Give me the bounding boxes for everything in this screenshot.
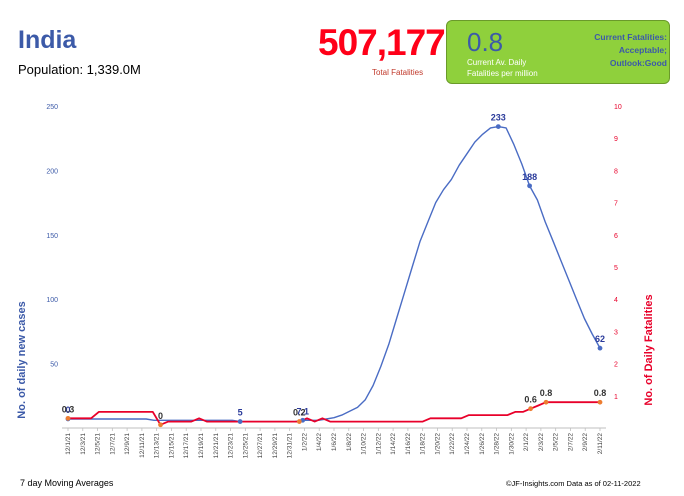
x-tick-label: 12/23/21 — [228, 433, 235, 459]
y-right-tick-label: 9 — [614, 136, 618, 143]
caption-line-2: Fatalities per million — [467, 69, 538, 78]
x-tick-label: 12/29/21 — [272, 433, 279, 459]
cases-data-point — [237, 419, 243, 424]
x-tick-label: 2/5/22 — [553, 433, 560, 451]
fatalities-series-line — [68, 401, 600, 426]
x-tick-label: 12/5/21 — [95, 433, 102, 455]
x-tick-label: 12/21/21 — [213, 433, 220, 459]
cases-data-label: 7.1 — [296, 406, 309, 416]
x-tick-label: 1/26/22 — [479, 433, 486, 455]
x-tick-label: 12/15/21 — [168, 433, 175, 459]
footer-source: ©JF-Insights.com Data as of 02-11-2022 — [506, 479, 641, 488]
total-fatalities-label: Total Fatalities — [372, 68, 424, 77]
fatalities-data-point — [543, 399, 549, 405]
cases-data-point — [527, 183, 532, 189]
cases-data-label: 233 — [491, 113, 506, 123]
x-tick-label: 1/10/22 — [361, 433, 368, 455]
x-tick-label: 12/1/21 — [65, 433, 72, 455]
x-tick-label: 12/31/21 — [287, 433, 294, 459]
fatalities-data-point — [528, 406, 534, 412]
fatalities-data-point — [296, 419, 302, 424]
y-right-tick-label: 5 — [614, 265, 618, 272]
status-line-1: Current Fatalities: Acceptable; — [594, 32, 667, 55]
fatalities-data-label: 0.8 — [540, 388, 553, 398]
x-tick-label: 2/7/22 — [567, 433, 574, 451]
cases-data-label: 5 — [238, 408, 243, 418]
country-title: India — [18, 26, 77, 54]
x-tick-label: 12/25/21 — [242, 433, 249, 459]
cases-series-line — [68, 125, 601, 423]
x-tick-label: 1/8/22 — [346, 433, 353, 451]
y-left-tick-label: 150 — [46, 233, 58, 240]
x-tick-label: 12/27/21 — [257, 433, 264, 459]
x-tick-label: 1/30/22 — [508, 433, 515, 455]
x-tick-label: 2/3/22 — [538, 433, 545, 451]
cases-data-label: 0 — [65, 405, 70, 415]
x-tick-label: 12/3/21 — [80, 433, 87, 455]
fatalities-data-label: 0 — [158, 411, 163, 421]
x-tick-label: 1/24/22 — [464, 433, 471, 455]
fatalities-data-label: 0.8 — [594, 388, 607, 398]
fatalities-data-point — [158, 422, 163, 428]
x-tick-label: 1/14/22 — [390, 433, 397, 455]
y-left-tick-label: 200 — [46, 168, 58, 175]
y-left-tick-label: 250 — [46, 104, 58, 111]
footer-note: 7 day Moving Averages — [20, 478, 114, 488]
cases-data-point — [495, 124, 501, 130]
y-right-tick-label: 6 — [614, 233, 618, 240]
y-right-tick-label: 10 — [614, 104, 622, 111]
x-tick-label: 1/20/22 — [434, 433, 441, 455]
avg-daily-fatalities-caption: Current Av. Daily Fatalities per million — [467, 57, 538, 79]
x-tick-label: 2/9/22 — [582, 433, 589, 451]
y-left-tick-label: 50 — [50, 362, 58, 369]
y-right-tick-label: 4 — [614, 297, 618, 304]
fatalities-data-point — [65, 415, 71, 421]
x-tick-label: 12/7/21 — [109, 433, 116, 455]
x-tick-label: 1/16/22 — [405, 433, 412, 455]
x-tick-label: 2/11/22 — [597, 433, 604, 455]
fatalities-data-label: 0.2 — [293, 408, 306, 418]
y-right-tick-label: 1 — [614, 394, 618, 401]
x-tick-label: 1/28/22 — [494, 433, 501, 455]
y-right-tick-label: 7 — [614, 201, 618, 208]
caption-line-1: Current Av. Daily — [467, 58, 527, 67]
population-label: Population: 1,339.0M — [18, 62, 141, 77]
x-tick-label: 1/4/22 — [316, 433, 323, 451]
x-tick-label: 1/22/22 — [449, 433, 456, 455]
x-tick-label: 12/11/21 — [139, 433, 146, 458]
y-right-tick-label: 2 — [614, 362, 618, 369]
cases-data-point — [597, 345, 603, 351]
x-tick-label: 12/9/21 — [124, 433, 131, 455]
total-fatalities-value: 507,177 — [318, 22, 446, 63]
y-left-tick-label: 100 — [46, 297, 58, 304]
fatalities-data-point — [597, 399, 603, 405]
x-tick-label: 12/13/21 — [154, 433, 161, 459]
status-line-2: Outlook:Good — [609, 58, 667, 68]
x-tick-label: 12/19/21 — [198, 433, 205, 459]
fatalities-data-label: 0.3 — [62, 404, 75, 414]
fatality-status-text: Current Fatalities: Acceptable; Outlook:… — [551, 31, 667, 70]
y-left-axis-title: No. of daily new cases — [16, 301, 28, 418]
x-tick-label: 1/12/22 — [375, 433, 382, 455]
x-tick-label: 12/17/21 — [183, 433, 190, 459]
avg-daily-fatalities-per-million: 0.8 — [467, 27, 504, 57]
x-tick-label: 1/2/22 — [301, 433, 308, 451]
cases-data-label: 188 — [522, 172, 537, 182]
fatalities-data-label: 0.6 — [524, 395, 537, 405]
y-right-tick-label: 3 — [614, 329, 618, 336]
cases-data-label: 62 — [595, 334, 605, 344]
y-right-tick-label: 8 — [614, 168, 618, 175]
fatality-status-box: 0.8 Current Av. Daily Fatalities per mil… — [446, 20, 670, 84]
x-tick-label: 1/6/22 — [331, 433, 338, 451]
y-right-axis-title: No. of Daily Fatalities — [643, 294, 655, 405]
x-tick-label: 2/1/22 — [523, 433, 530, 451]
x-tick-label: 1/18/22 — [420, 433, 427, 455]
